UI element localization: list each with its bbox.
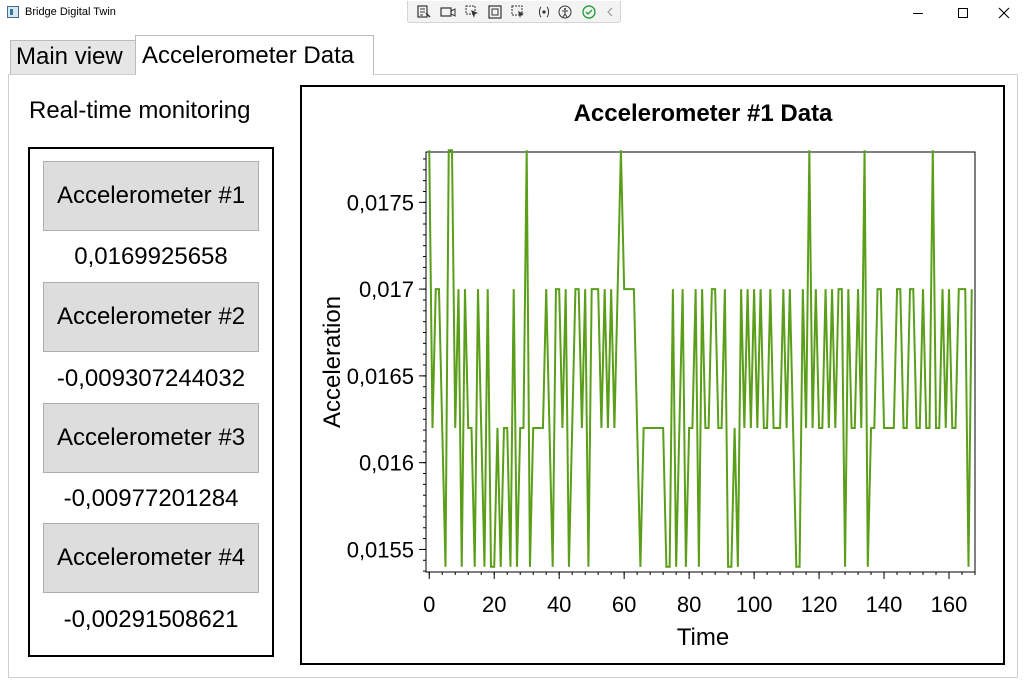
accelerometer-2-value: -0,009307244032 [56, 365, 246, 392]
binding-failures-icon[interactable] [537, 5, 551, 19]
accelerometer-1-button[interactable]: Accelerometer #1 [43, 161, 259, 231]
display-layout-adorners-icon[interactable] [488, 5, 502, 19]
wpf-debug-toolbar [407, 1, 621, 23]
minimize-button[interactable] [903, 3, 933, 23]
accelerometer-1-value: 0,0169925658 [74, 243, 228, 270]
realtime-monitoring-title: Real-time monitoring [29, 97, 251, 124]
accelerometer-4-button[interactable]: Accelerometer #4 [43, 523, 259, 593]
close-icon [998, 7, 1010, 19]
maximize-icon [958, 8, 968, 18]
video-camera-icon[interactable] [440, 5, 456, 19]
track-focus-icon[interactable] [511, 5, 525, 19]
tab-main-view[interactable]: Main view [10, 40, 136, 74]
accelerometer-4-value: -0,00291508621 [63, 606, 239, 633]
window-title: Bridge Digital Twin [25, 6, 116, 18]
close-button[interactable] [989, 3, 1019, 23]
select-element-icon[interactable] [465, 5, 479, 19]
hot-reload-check-icon[interactable] [582, 5, 596, 19]
minimize-icon [913, 13, 923, 14]
title-bar[interactable]: Bridge Digital Twin [0, 0, 1024, 26]
sensor-list-box [28, 147, 274, 657]
maximize-button[interactable] [948, 3, 978, 23]
accessibility-icon[interactable] [558, 5, 572, 19]
accelerometer-3-value: -0,00977201284 [63, 485, 239, 512]
app-icon [7, 6, 19, 18]
live-visual-tree-icon[interactable] [417, 5, 431, 19]
accelerometer-3-button[interactable]: Accelerometer #3 [43, 403, 259, 473]
accelerometer-2-button[interactable]: Accelerometer #2 [43, 282, 259, 352]
tab-accelerometer-data[interactable]: Accelerometer Data [135, 35, 374, 75]
collapse-chevron-icon[interactable] [605, 5, 615, 19]
chart-frame [300, 85, 1005, 665]
